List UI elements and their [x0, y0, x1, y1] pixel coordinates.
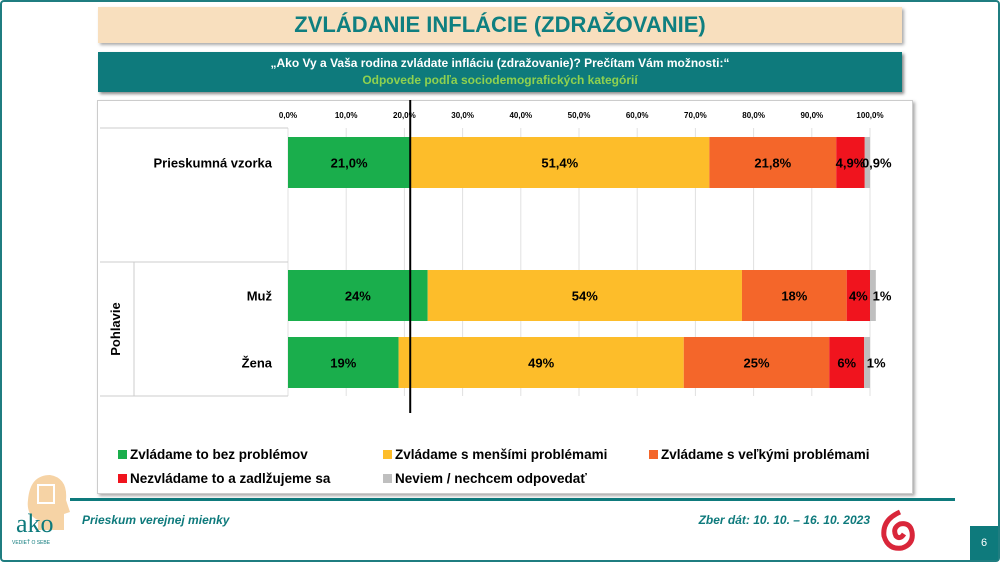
- bar-segment: [683, 337, 830, 388]
- data-label: 18%: [781, 289, 807, 304]
- bar-segment: [709, 137, 837, 188]
- legend-swatch: [118, 474, 127, 483]
- data-label: 25%: [743, 356, 769, 371]
- legend-swatch: [383, 450, 392, 459]
- bar-segment: [288, 337, 399, 388]
- x-tick-label: 90,0%: [800, 111, 823, 120]
- page-title: ZVLÁDANIE INFLÁCIE (ZDRAŽOVANIE): [98, 7, 902, 43]
- svg-text:ako: ako: [16, 509, 54, 538]
- bar-segment: [410, 137, 710, 188]
- x-tick-label: 70,0%: [684, 111, 707, 120]
- legend-item: Zvládame s menšími problémami: [383, 447, 607, 462]
- legend-item: Neviem / nechcem odpovedať: [383, 471, 587, 486]
- question-banner: „Ako Vy a Vaša rodina zvládate infláciu …: [98, 52, 902, 92]
- x-tick-label: 10,0%: [335, 111, 358, 120]
- x-tick-label: 80,0%: [742, 111, 765, 120]
- bar-segment: [864, 337, 870, 388]
- data-label: 0,9%: [862, 156, 892, 171]
- question-text: „Ako Vy a Vaša rodina zvládate infláciu …: [270, 56, 730, 70]
- legend-label: Zvládame s veľkými problémami: [661, 447, 870, 462]
- footer-left: Prieskum verejnej mienky: [82, 513, 230, 527]
- x-tick-label: 100,0%: [856, 111, 883, 120]
- footer-divider: [70, 498, 955, 501]
- x-tick-label: 50,0%: [568, 111, 591, 120]
- subtitle: Odpovede podľa sociodemografických kateg…: [362, 73, 638, 87]
- x-tick-label: 0,0%: [279, 111, 297, 120]
- category-label: Muž: [247, 289, 273, 304]
- x-tick-label: 60,0%: [626, 111, 649, 120]
- x-tick-label: 30,0%: [451, 111, 474, 120]
- footer-right: Zber dát: 10. 10. – 16. 10. 2023: [698, 513, 870, 527]
- legend-swatch: [649, 450, 658, 459]
- legend-label: Nezvládame to a zadlžujeme sa: [130, 471, 331, 486]
- bar-segment: [427, 270, 742, 321]
- svg-text:VEDIEŤ O SEBE: VEDIEŤ O SEBE: [12, 538, 51, 546]
- bar-segment: [836, 137, 865, 188]
- data-label: 1%: [867, 356, 886, 371]
- legend-item: Nezvládame to a zadlžujeme sa: [118, 471, 330, 486]
- data-label: 4%: [849, 289, 868, 304]
- legend-label: Neviem / nechcem odpovedať: [395, 471, 587, 486]
- bar-segment: [741, 270, 847, 321]
- legend-label: Zvládame to bez problémov: [130, 447, 308, 462]
- legend-item: Zvládame to bez problémov: [118, 447, 308, 462]
- bar-segment: [864, 137, 870, 188]
- data-label: 1%: [873, 289, 892, 304]
- bar-segment: [398, 337, 684, 388]
- partner-logo-icon: [881, 509, 915, 551]
- bar-segment: [846, 270, 870, 321]
- data-label: 21,8%: [754, 156, 791, 171]
- data-label: 19%: [330, 356, 356, 371]
- bar-segment: [288, 137, 411, 188]
- x-tick-label: 20,0%: [393, 111, 416, 120]
- x-tick-label: 40,0%: [509, 111, 532, 120]
- bar-segment: [288, 270, 428, 321]
- data-label: 51,4%: [541, 156, 578, 171]
- category-label: Prieskumná vzorka: [153, 156, 272, 171]
- legend-swatch: [118, 450, 127, 459]
- data-label: 49%: [528, 356, 554, 371]
- data-label: 6%: [837, 356, 856, 371]
- data-label: 21,0%: [331, 156, 368, 171]
- legend-item: Zvládame s veľkými problémami: [649, 447, 870, 462]
- category-label: Žena: [242, 356, 273, 371]
- bar-segment: [829, 337, 865, 388]
- page-number: 6: [970, 526, 998, 560]
- data-label: 54%: [572, 289, 598, 304]
- ako-logo: ako VEDIEŤ O SEBE: [12, 475, 70, 546]
- data-label: 4,9%: [836, 156, 866, 171]
- bar-segment: [870, 270, 876, 321]
- legend-label: Zvládame s menšími problémami: [395, 447, 608, 462]
- data-label: 24%: [345, 289, 371, 304]
- legend-swatch: [383, 474, 392, 483]
- group-label: Pohlavie: [108, 302, 123, 355]
